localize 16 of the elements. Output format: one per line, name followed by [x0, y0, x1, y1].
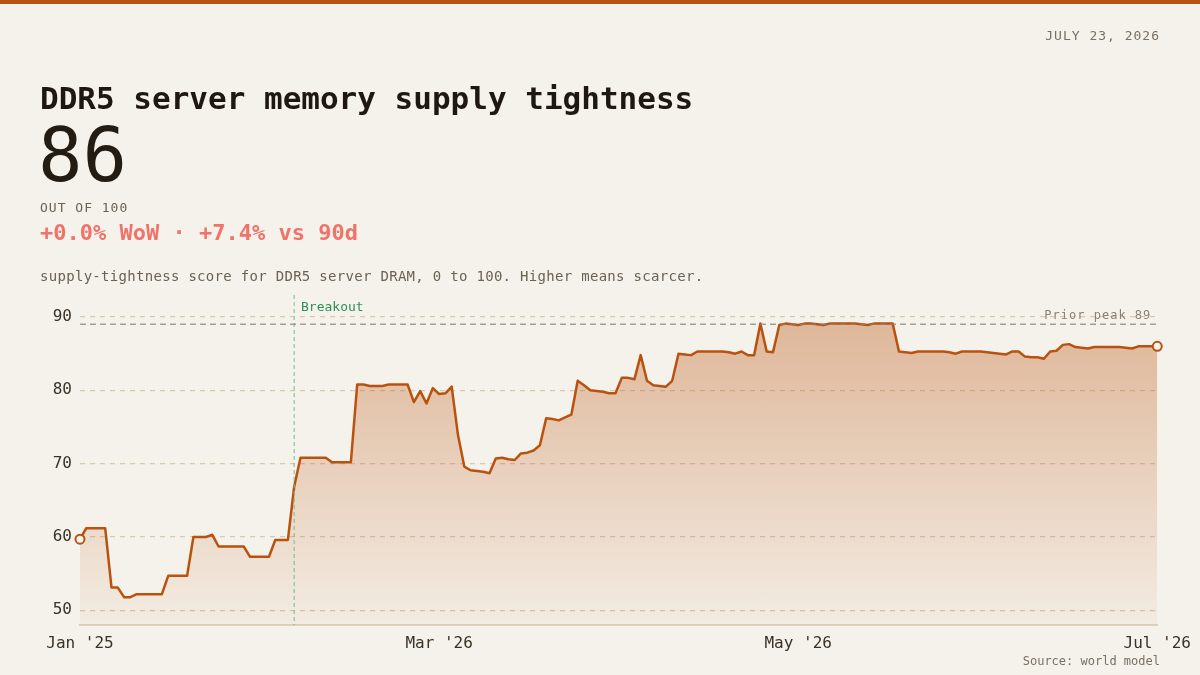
y-tick-label: 90: [52, 306, 72, 326]
x-tick-label: Jul '26: [1123, 632, 1191, 652]
text: JULY 23, 2026: [1045, 28, 1160, 43]
source-note: Source: world model: [1022, 654, 1160, 668]
y-tick-label: 70: [52, 452, 72, 472]
y-tick-label: 60: [52, 526, 72, 546]
x-tick-label: Mar '26: [405, 632, 473, 652]
chart-subtitle: supply-tightness score for DDR5 server DRAM, 0 to 100. Higher means scarcer.: [40, 268, 704, 284]
ref-line-label: Prior peak 89: [1044, 308, 1152, 323]
text: +0.0% WoW · +7.4% vs 90d: [40, 220, 358, 245]
y-tick-label: 50: [52, 599, 72, 619]
annotation: Breakout: [301, 299, 364, 314]
x-tick-label: May '26: [764, 632, 832, 652]
y-tick-label: 80: [52, 379, 72, 399]
x-tick-label: Jan '25: [46, 632, 114, 652]
text: OUT OF 100: [40, 200, 129, 215]
